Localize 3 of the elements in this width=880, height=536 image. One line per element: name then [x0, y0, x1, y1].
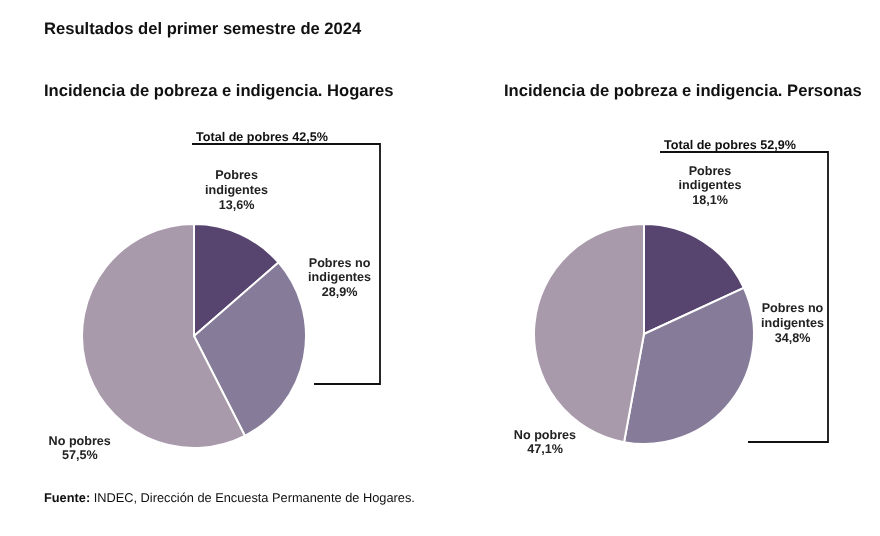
- text: Resultados del primer semestre de 2024: [44, 18, 363, 38]
- chart-title: Incidencia de pobreza e indigencia. Hogares: [44, 80, 395, 100]
- chart-title: Incidencia de pobreza e indigencia. Personas: [504, 80, 863, 100]
